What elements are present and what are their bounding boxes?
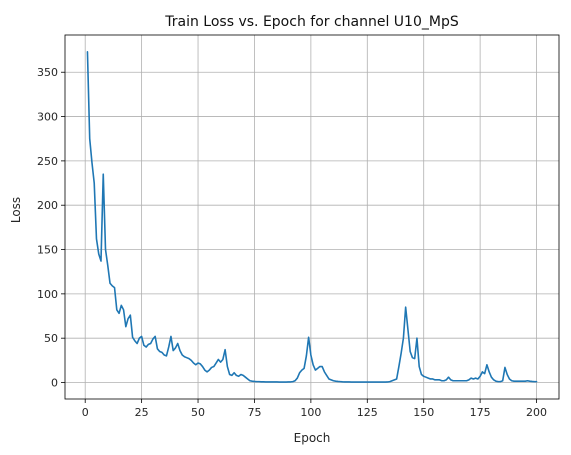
x-tick-label: 100	[300, 406, 321, 419]
y-tick-label: 200	[37, 199, 58, 212]
x-tick-label: 0	[82, 406, 89, 419]
chart-title: Train Loss vs. Epoch for channel U10_MpS	[164, 14, 459, 30]
x-tick-label: 25	[135, 406, 149, 419]
x-tick-label: 175	[470, 406, 491, 419]
y-tick-label: 300	[37, 111, 58, 124]
x-tick-label: 75	[247, 406, 261, 419]
x-tick-label: 125	[357, 406, 378, 419]
grid-lines	[65, 35, 559, 399]
y-tick-label: 50	[44, 332, 58, 345]
y-tick-label: 350	[37, 66, 58, 79]
y-tick-label: 150	[37, 244, 58, 257]
y-tick-label: 100	[37, 288, 58, 301]
x-tick-label: 150	[413, 406, 434, 419]
x-tick-label: 50	[191, 406, 205, 419]
y-tick-label: 0	[51, 377, 58, 390]
y-axis-ticks: 0 50 100 150 200 250 300 350	[37, 66, 65, 390]
plot-frame	[64, 34, 560, 400]
x-axis-label: Epoch	[294, 431, 331, 445]
train-loss-line	[86, 51, 538, 383]
y-tick-label: 250	[37, 155, 58, 168]
x-tick-label: 200	[526, 406, 547, 419]
series-group	[86, 51, 538, 383]
x-axis-ticks: 0 25 50 75 100 125 150 175 200	[82, 399, 547, 419]
y-axis-label: Loss	[9, 197, 23, 223]
